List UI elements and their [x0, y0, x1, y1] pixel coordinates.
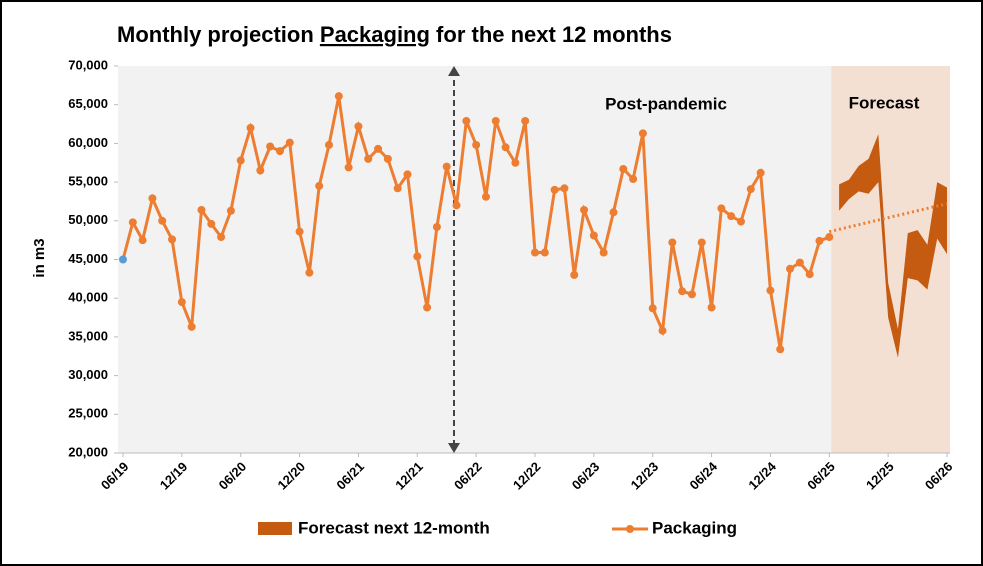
annotation: Post-pandemic [605, 94, 727, 113]
y-axis-label: in m3 [31, 238, 48, 277]
plot-background [118, 66, 832, 453]
point [570, 270, 579, 279]
point [580, 205, 589, 214]
point [236, 156, 245, 165]
point [501, 143, 510, 152]
point [364, 154, 373, 163]
point [275, 147, 284, 156]
point [589, 231, 598, 240]
point [119, 255, 127, 264]
point [609, 208, 618, 217]
y-tick-label: 45,000 [68, 251, 108, 266]
point [776, 345, 785, 354]
point [138, 236, 147, 245]
point [550, 185, 559, 194]
chart-title: Monthly projection Packaging for the nex… [117, 22, 672, 47]
point [197, 205, 206, 214]
legend-marker [626, 525, 634, 533]
y-tick-label: 25,000 [68, 406, 108, 421]
point [805, 270, 814, 279]
point [638, 129, 647, 138]
y-tick-label: 40,000 [68, 290, 108, 305]
point [452, 201, 461, 210]
point [266, 142, 275, 151]
point [207, 219, 216, 228]
point [825, 233, 834, 242]
point [403, 170, 412, 179]
point [668, 238, 677, 247]
point [177, 298, 186, 307]
point [472, 140, 481, 149]
point [344, 163, 353, 172]
point [305, 268, 314, 277]
point [168, 235, 177, 244]
point [256, 166, 265, 175]
point [746, 185, 755, 194]
point [648, 304, 657, 313]
title-part: Monthly projection [117, 22, 320, 47]
point [540, 248, 549, 257]
point [187, 322, 196, 331]
point [737, 217, 745, 226]
y-tick-label: 50,000 [68, 212, 108, 227]
annotation: Forecast [849, 93, 920, 112]
y-tick-label: 55,000 [68, 174, 108, 189]
point [658, 326, 667, 335]
point [481, 192, 490, 201]
point [226, 206, 235, 215]
point [217, 233, 226, 242]
point [521, 116, 530, 125]
point [393, 184, 402, 193]
legend-swatch [258, 522, 292, 535]
point [629, 175, 638, 184]
point [148, 194, 157, 203]
point [383, 154, 392, 163]
y-tick-label: 35,000 [68, 328, 108, 343]
forecast-band [839, 134, 947, 358]
point [462, 116, 471, 125]
y-tick-label: 20,000 [68, 444, 108, 459]
point [766, 286, 775, 295]
title-product: Packaging [320, 22, 430, 47]
point [678, 287, 687, 296]
point [295, 227, 304, 236]
point [315, 181, 324, 190]
point [815, 236, 824, 245]
point [599, 248, 608, 257]
point [413, 252, 422, 261]
y-tick-label: 30,000 [68, 367, 108, 382]
point [334, 92, 343, 101]
point [560, 184, 569, 193]
point [325, 140, 333, 149]
y-tick-label: 60,000 [68, 135, 108, 150]
point [285, 138, 294, 147]
point [511, 158, 520, 167]
legend-label: Packaging [652, 518, 737, 537]
point [727, 212, 736, 221]
point [707, 303, 716, 312]
point [697, 238, 706, 247]
point [531, 248, 539, 257]
trend-line [828, 202, 948, 234]
point [423, 303, 432, 312]
point [756, 168, 765, 177]
point [619, 164, 628, 173]
point [246, 123, 255, 132]
point [442, 162, 451, 171]
point [491, 116, 500, 125]
point [128, 218, 137, 227]
y-tick-label: 65,000 [68, 96, 108, 111]
point [158, 216, 167, 225]
point [786, 264, 795, 273]
point [432, 222, 441, 231]
point [795, 258, 804, 267]
point [354, 122, 363, 131]
y-tick-label: 70,000 [68, 57, 108, 72]
point [717, 204, 726, 213]
point [374, 144, 383, 153]
point [687, 290, 696, 299]
title-part: for the next 12 months [430, 22, 672, 47]
legend-label: Forecast next 12-month [298, 518, 490, 537]
